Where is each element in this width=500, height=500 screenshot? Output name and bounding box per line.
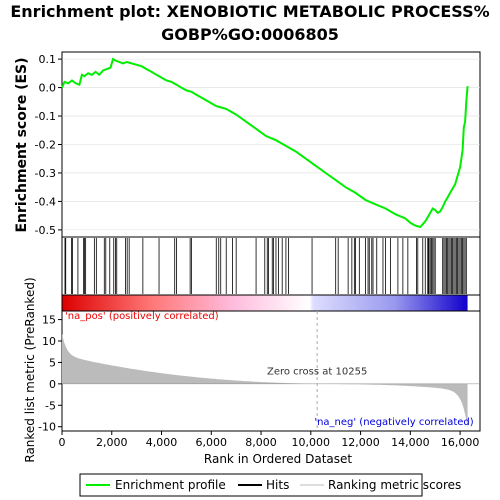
metric-tick-label: -5	[45, 399, 56, 412]
es-tick-label: -0.3	[35, 167, 56, 180]
es-tick-label: -0.4	[35, 195, 56, 208]
x-tick-label: 4,000	[146, 436, 178, 449]
negative-correlation-label: 'na_neg' (negatively correlated)	[314, 417, 473, 428]
es-tick-label: -0.2	[35, 139, 56, 152]
zero-cross-label: Zero cross at 10255	[267, 366, 367, 377]
es-tick-label: 0.0	[39, 82, 57, 95]
chart-title-line1: Enrichment plot: XENOBIOTIC METABOLIC PR…	[10, 2, 489, 21]
x-axis-label: Rank in Ordered Dataset	[204, 452, 352, 466]
metric-tick-label: 5	[49, 356, 56, 369]
positive-correlation-label: 'na_pos' (positively correlated)	[65, 311, 219, 322]
x-tick-label: 0	[59, 436, 66, 449]
rank-band	[62, 295, 480, 311]
legend: Enrichment profile Hits Ranking metric s…	[80, 474, 461, 496]
x-axis-ticks: 0 2,000 4,000 6,000 8,000 10,000 12,000 14,000 1…	[59, 431, 480, 449]
x-tick-label: 12,000	[341, 436, 380, 449]
ranking-color-band	[62, 295, 468, 311]
x-tick-label: 16,000	[441, 436, 480, 449]
x-tick-label: 2,000	[96, 436, 128, 449]
metric-y-axis-label: Ranked list metric (PreRanked)	[23, 277, 37, 462]
x-tick-label: 8,000	[245, 436, 277, 449]
metric-tick-label: -10	[38, 421, 56, 434]
es-tick-label: -0.5	[35, 224, 56, 237]
es-tick-label: 0.1	[39, 53, 57, 66]
metric-tick-label: 15	[42, 314, 56, 327]
hits-panel-frame	[62, 237, 480, 295]
legend-item-metric: Ranking metric scores	[328, 478, 461, 492]
metric-y-ticks: 15 10 5 0 -5 -10	[38, 314, 62, 434]
x-tick-label: 14,000	[391, 436, 430, 449]
legend-item-profile: Enrichment profile	[115, 478, 226, 492]
x-tick-label: 6,000	[196, 436, 228, 449]
es-panel: 0.1 0.0 -0.1 -0.2 -0.3 -0.4 -0.5 Enrichment sc…	[14, 52, 480, 237]
hits-panel	[62, 237, 480, 295]
es-y-ticks: 0.1 0.0 -0.1 -0.2 -0.3 -0.4 -0.5	[35, 53, 62, 237]
metric-tick-label: 0	[49, 378, 56, 391]
es-y-axis-label: Enrichment score (ES)	[14, 57, 30, 232]
chart-title-line2: GOBP%GO:0006805	[161, 25, 339, 44]
es-tick-label: -0.1	[35, 110, 56, 123]
x-tick-label: 10,000	[292, 436, 331, 449]
metric-tick-label: 10	[42, 335, 56, 348]
legend-item-hits: Hits	[266, 478, 289, 492]
